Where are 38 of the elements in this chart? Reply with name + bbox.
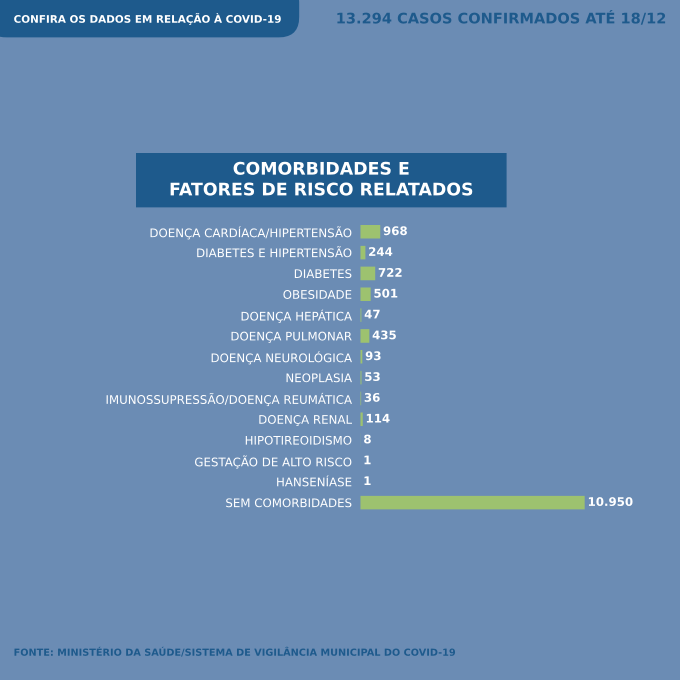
data-label: 1: [364, 456, 371, 464]
data-label: 244: [369, 247, 392, 256]
data-label: 36: [364, 392, 380, 402]
y-tick-label: DIABETES E HIPERTENSÃO: [197, 246, 352, 258]
text: CONFIRA OS DADOS EM RELAÇÃO À COVID-19: [14, 13, 281, 25]
source-note: FONTE: MINISTÉRIO DA SAÚDE/SISTEMA DE VIGILÂNCIA MUNICIPAL DO COVID-19: [14, 646, 456, 657]
data-label: 47: [364, 310, 380, 318]
bar: [360, 288, 371, 302]
y-tick-label: DOENÇA PULMONAR: [232, 332, 352, 343]
data-label: 501: [374, 288, 398, 298]
bar: [360, 496, 585, 510]
data-label: 53: [365, 372, 380, 382]
y-tick-label: GESTAÇÃO DE ALTO RISCO: [195, 455, 352, 469]
data-label: 93: [366, 351, 381, 360]
data-label: 1: [364, 476, 371, 486]
bar: [360, 329, 370, 343]
chart-title: COMORBIDADES E FATORES DE RISCO RELATADOS: [170, 162, 472, 196]
y-tick-label: DOENÇA NEUROLÓGICA: [212, 351, 352, 364]
data-label: 10.950: [588, 497, 633, 506]
y-tick-label: DIABETES: [294, 269, 352, 278]
bar: [360, 225, 380, 239]
data-label: 968: [384, 226, 407, 236]
y-tick-label: DOENÇA CARDÍACA/HIPERTENSÃO: [150, 226, 352, 240]
data-label: 722: [378, 268, 402, 277]
y-tick-label: OBESIDADE: [283, 290, 352, 299]
bar: [360, 246, 366, 260]
text: 13.294 CASOS CONFIRMADOS ATÉ 18/12: [337, 10, 666, 25]
bar: [360, 266, 376, 280]
y-tick-label: SEM COMORBIDADES: [226, 498, 352, 508]
y-tick-label: HIPOTIREOIDISMO: [246, 436, 352, 445]
y-tick-label: IMUNOSSUPRESSÃO/DOENÇA REUMÁTICA: [106, 392, 352, 406]
y-tick-label: NEOPLASIA: [286, 373, 352, 382]
y-tick-label: DOENÇA RENAL: [259, 415, 352, 426]
data-label: 435: [372, 330, 396, 340]
data-label: 8: [364, 434, 371, 444]
y-tick-label: HANSENÍASE: [277, 475, 352, 486]
data-label: 114: [366, 414, 390, 423]
y-tick-label: DOENÇA HEPÁTICA: [242, 310, 352, 323]
